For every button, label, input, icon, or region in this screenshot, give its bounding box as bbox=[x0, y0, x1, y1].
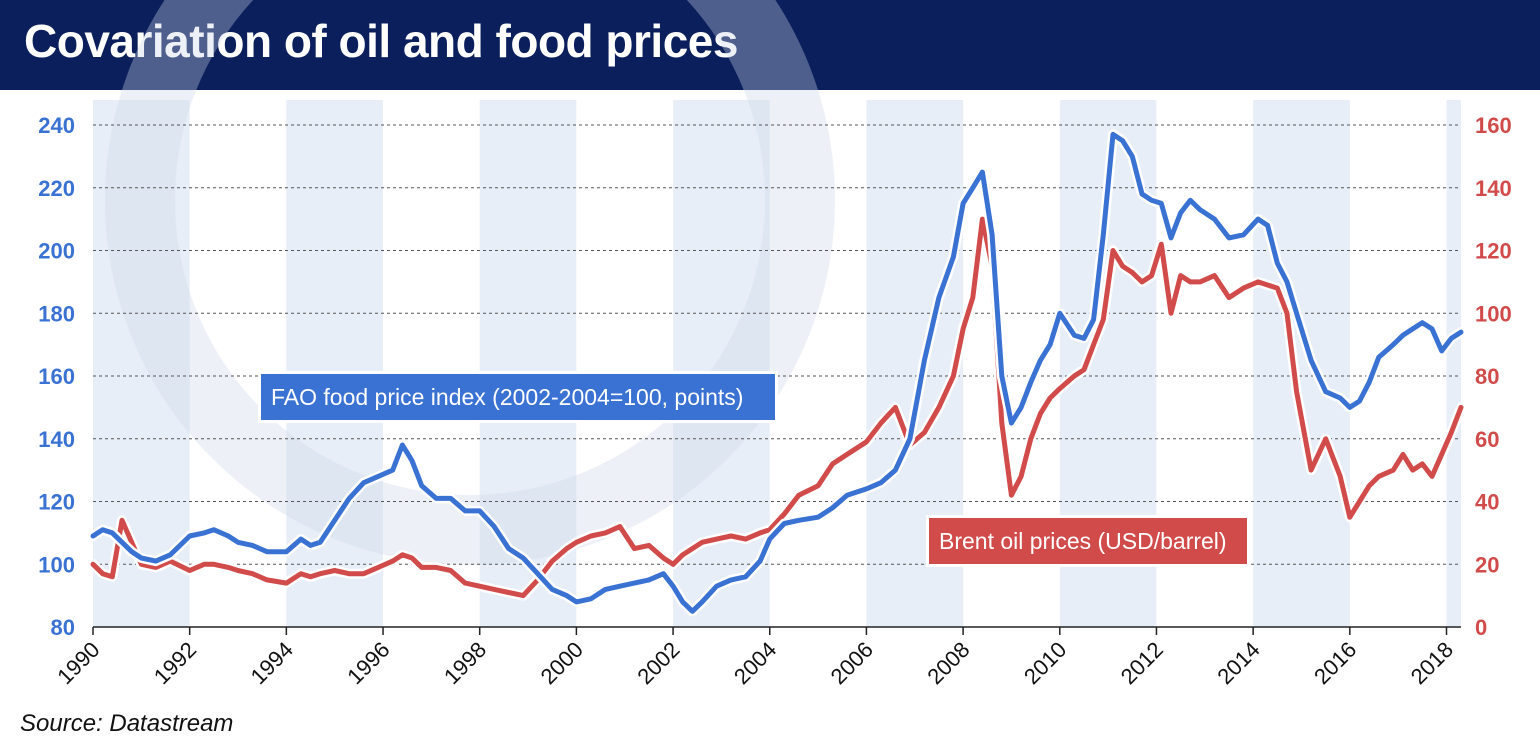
series-labels: FAO food price index (2002-2004=100, poi… bbox=[258, 371, 1250, 567]
page-title: Covariation of oil and food prices bbox=[24, 15, 738, 67]
x-axis: 1990 1992 1994 1996 1998 2000 2002 2004 2006 2008… bbox=[52, 626, 1461, 689]
x-tick-label: 2000 bbox=[536, 637, 588, 689]
y-right-tick-label: 0 bbox=[1475, 615, 1487, 640]
watermark-ring bbox=[105, 0, 835, 565]
x-tick-label: 2018 bbox=[1406, 637, 1458, 689]
y-right-tick-label: 140 bbox=[1475, 176, 1512, 201]
x-tick-label: 1990 bbox=[52, 637, 104, 689]
year-band bbox=[1446, 100, 1461, 627]
y-left-tick-label: 140 bbox=[38, 427, 75, 452]
y-axis-left: 80 100 120 140 160 180 200 220 240 bbox=[38, 113, 75, 640]
series-lines bbox=[88, 129, 1466, 617]
y-right-tick-label: 160 bbox=[1475, 113, 1512, 138]
food-price-line bbox=[90, 131, 1464, 614]
y-right-tick-label: 80 bbox=[1475, 364, 1499, 389]
x-tick-label: 1996 bbox=[342, 637, 394, 689]
y-left-tick-label: 200 bbox=[38, 239, 75, 264]
x-tick-label: 2012 bbox=[1116, 637, 1168, 689]
y-left-tick-label: 180 bbox=[38, 301, 75, 326]
y-left-tick-label: 120 bbox=[38, 490, 75, 515]
x-tick-label: 2010 bbox=[1019, 637, 1071, 689]
x-tick-label: 2004 bbox=[729, 637, 781, 689]
y-right-tick-label: 100 bbox=[1475, 301, 1512, 326]
x-tick-label: 1992 bbox=[149, 637, 201, 689]
x-tick-label: 2006 bbox=[826, 637, 878, 689]
x-tick-label: 1998 bbox=[439, 637, 491, 689]
year-band bbox=[1253, 100, 1350, 627]
x-tick-label: 2008 bbox=[922, 637, 974, 689]
food-series-label-box bbox=[261, 374, 775, 420]
y-axis-right: 0 20 40 60 80 100 120 140 160 bbox=[1475, 113, 1512, 640]
x-tick-label: 1994 bbox=[246, 637, 298, 689]
x-tick-label: 2002 bbox=[632, 637, 684, 689]
y-left-tick-label: 240 bbox=[38, 113, 75, 138]
y-right-tick-label: 60 bbox=[1475, 427, 1499, 452]
food-series-label: FAO food price index (2002-2004=100, poi… bbox=[271, 384, 743, 410]
y-right-tick-label: 40 bbox=[1475, 490, 1499, 515]
x-tick-label: 2014 bbox=[1212, 637, 1264, 689]
y-left-tick-label: 220 bbox=[38, 176, 75, 201]
oil-series-label: Brent oil prices (USD/barrel) bbox=[939, 528, 1227, 554]
oil-price-line bbox=[90, 216, 1464, 599]
y-left-tick-label: 100 bbox=[38, 552, 75, 577]
y-left-tick-label: 80 bbox=[51, 615, 75, 640]
source-note: Source: Datastream bbox=[20, 710, 234, 737]
oil-series-label-box bbox=[929, 518, 1247, 564]
y-right-tick-label: 120 bbox=[1475, 239, 1512, 264]
y-left-tick-label: 160 bbox=[38, 364, 75, 389]
x-tick-label: 2016 bbox=[1309, 637, 1361, 689]
header-bar: Covariation of oil and food prices bbox=[0, 0, 1540, 90]
y-right-tick-label: 20 bbox=[1475, 552, 1499, 577]
